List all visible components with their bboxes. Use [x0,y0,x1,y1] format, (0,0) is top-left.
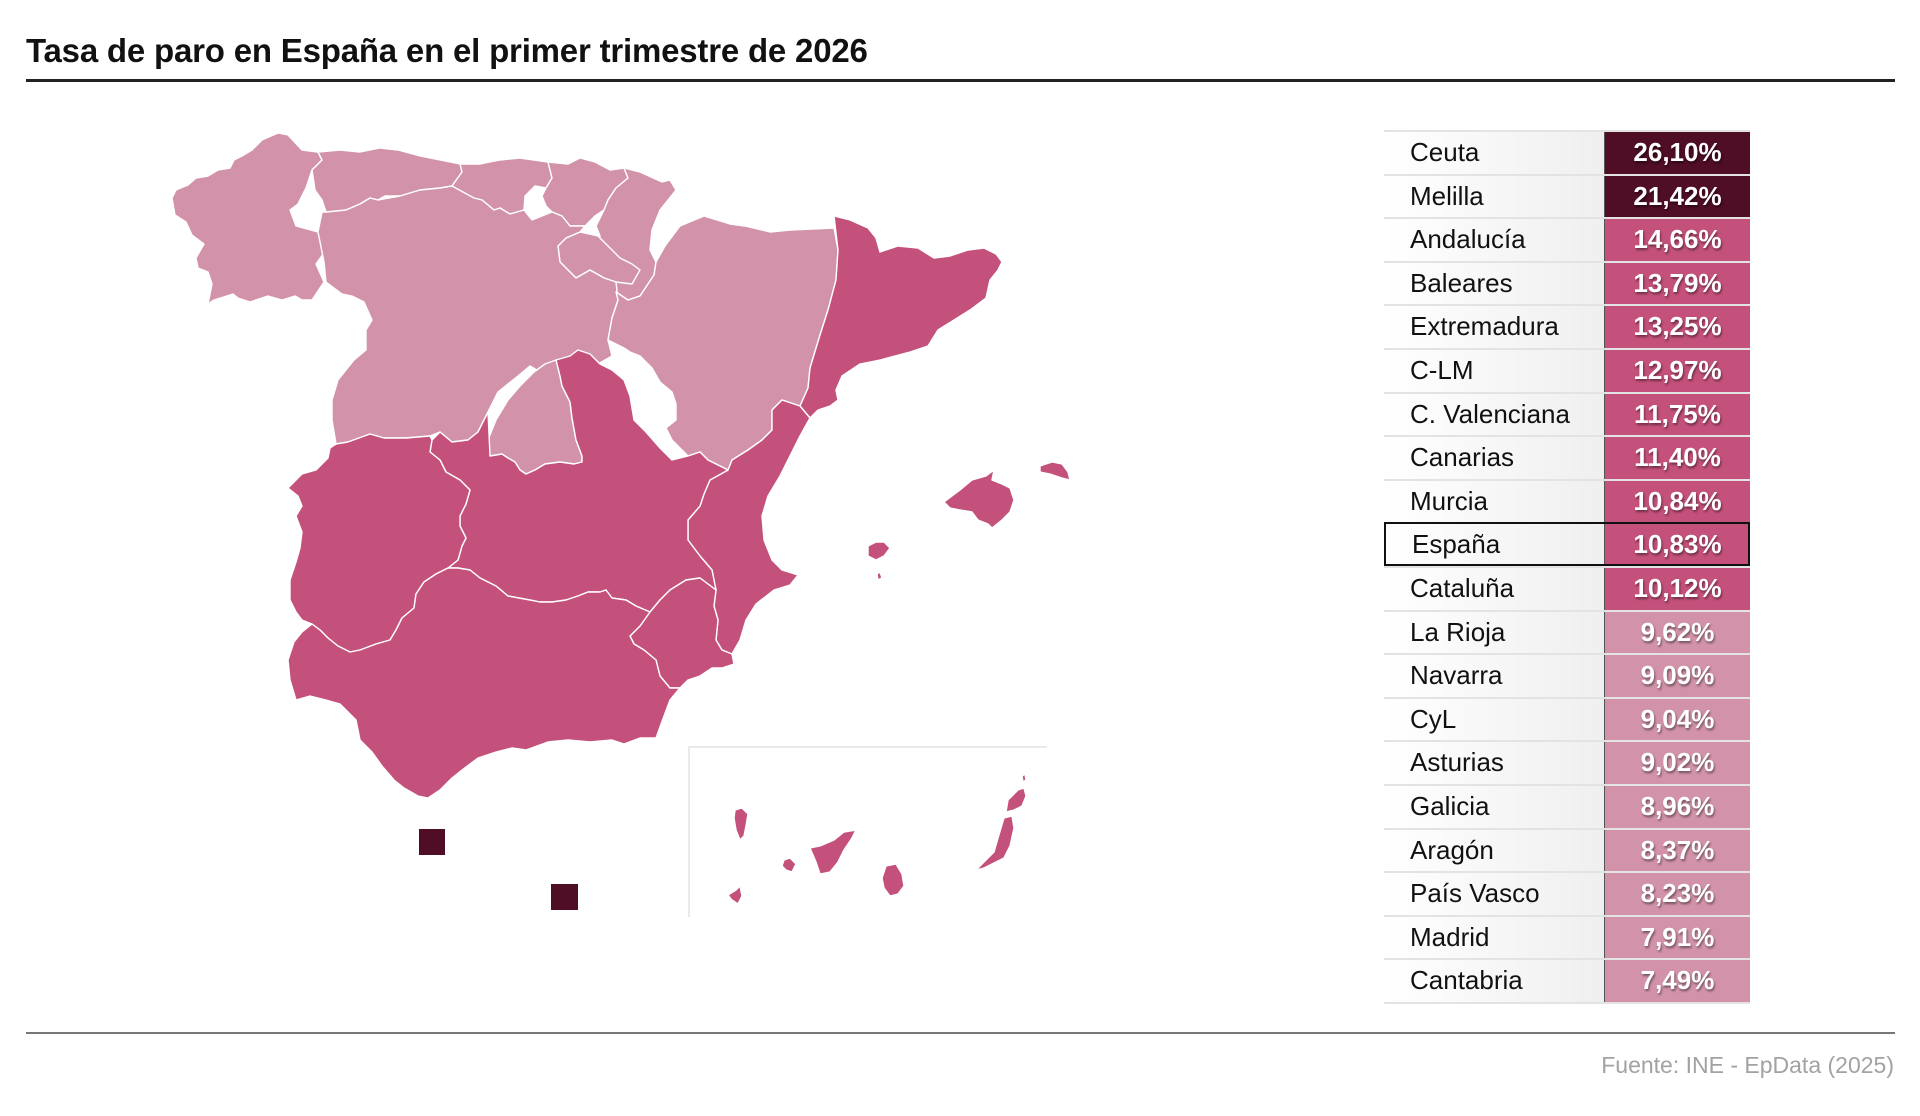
rate-value: 12,97% [1605,349,1750,392]
rate-value: 13,79% [1605,262,1750,305]
region-cataluna[interactable] [799,215,1003,419]
region-pais-vasco[interactable] [541,157,629,227]
region-name: C. Valenciana [1384,393,1605,436]
rate-value: 9,09% [1605,655,1750,697]
rate-value: 26,10% [1605,132,1750,174]
region-canarias-el-hierro[interactable] [727,885,743,905]
region-name: Ceuta [1384,132,1605,174]
rate-value: 13,25% [1605,306,1750,348]
region-name: Galicia [1384,785,1605,828]
region-canarias-fuerteventura[interactable] [975,815,1015,871]
rate-value: 9,62% [1605,611,1750,654]
rate-value: 10,83% [1605,524,1750,566]
table-row: C-LM 12,97% [1384,347,1750,392]
region-name: Navarra [1384,655,1605,697]
rate-value: 9,04% [1605,698,1750,741]
region-melilla[interactable] [551,884,578,910]
region-name: España [1384,524,1605,566]
table-row: La Rioja 9,62% [1384,609,1750,654]
table-row: Ceuta 26,10% [1384,130,1750,174]
table-row: Extremadura 13,25% [1384,304,1750,348]
source-credit: Fuente: INE - EpData (2025) [1601,1052,1894,1078]
rate-value: 7,91% [1605,916,1750,959]
region-baleares-formentera[interactable] [876,571,883,581]
region-baleares-menorca[interactable] [1039,461,1071,481]
table-row: Murcia 10,84% [1384,478,1750,523]
region-baleares-ibiza[interactable] [867,541,891,561]
region-baleares-mallorca[interactable] [943,469,1015,529]
rate-value: 7,49% [1605,960,1750,1002]
region-canarias-lanzarote[interactable] [1005,787,1027,813]
rate-value: 8,23% [1605,873,1750,915]
region-canarias-la-palma[interactable] [733,807,749,841]
table-row: Andalucía 14,66% [1384,217,1750,261]
table-row: CyL 9,04% [1384,696,1750,741]
region-name: Madrid [1384,916,1605,959]
region-name: Andalucía [1384,219,1605,261]
table-row: País Vasco 8,23% [1384,871,1750,915]
table-row: Navarra 9,09% [1384,653,1750,697]
region-name: País Vasco [1384,873,1605,915]
page-title: Tasa de paro en España en el primer trim… [26,32,868,69]
rate-value: 8,96% [1605,785,1750,828]
region-ceuta[interactable] [419,829,445,855]
rate-value: 10,84% [1605,480,1750,523]
region-canarias-graciosa[interactable] [1021,773,1027,783]
title-divider [26,79,1895,82]
table-row-national-total: España 10,83% [1384,522,1750,566]
table-row: Madrid 7,91% [1384,914,1750,959]
rate-value: 11,75% [1605,393,1750,436]
region-canarias-la-gomera[interactable] [781,857,797,873]
region-name: Canarias [1384,437,1605,479]
region-andalucia[interactable] [287,567,681,799]
rate-value: 9,02% [1605,742,1750,784]
region-name: Murcia [1384,480,1605,523]
region-name: Melilla [1384,175,1605,218]
region-name: Cataluña [1384,567,1605,610]
table-row: Aragón 8,37% [1384,827,1750,872]
region-name: Baleares [1384,262,1605,305]
table-row: Asturias 9,02% [1384,740,1750,784]
region-name: La Rioja [1384,611,1605,654]
region-galicia[interactable] [171,132,327,305]
table-row: Cataluña 10,12% [1384,565,1750,610]
region-canarias-tenerife[interactable] [809,829,857,875]
region-name: Aragón [1384,829,1605,872]
rate-value: 21,42% [1605,175,1750,218]
rate-value: 8,37% [1605,829,1750,872]
region-name: Asturias [1384,742,1605,784]
table-row: Baleares 13,79% [1384,260,1750,305]
rate-value: 10,12% [1605,567,1750,610]
table-row: C. Valenciana 11,75% [1384,391,1750,436]
table-row: Galicia 8,96% [1384,783,1750,828]
rate-value: 14,66% [1605,219,1750,261]
unemployment-table: Ceuta 26,10% Melilla 21,42% Andalucía 14… [1384,130,1750,1004]
table-row: Melilla 21,42% [1384,173,1750,218]
canarias-inset-frame [688,746,1047,917]
region-name: Cantabria [1384,960,1605,1002]
region-name: C-LM [1384,349,1605,392]
footer-divider [26,1032,1895,1034]
region-canarias-gran-canaria[interactable] [881,863,905,897]
table-row: Cantabria 7,49% [1384,958,1750,1004]
region-name: CyL [1384,698,1605,741]
region-name: Extremadura [1384,306,1605,348]
table-row: Canarias 11,40% [1384,435,1750,479]
rate-value: 11,40% [1605,437,1750,479]
